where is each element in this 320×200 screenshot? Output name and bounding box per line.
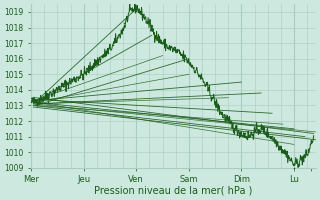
Point [209, 97, 214, 100]
Point [220, 115, 225, 118]
Point [188, 64, 193, 67]
Point [51, 90, 56, 93]
Point [242, 131, 247, 134]
Point [259, 126, 264, 130]
Point [116, 32, 121, 35]
Point [122, 22, 127, 25]
Point [308, 142, 313, 145]
Point [275, 144, 280, 147]
Point [165, 46, 171, 49]
Point [253, 130, 258, 133]
Point [127, 0, 132, 3]
Point [182, 59, 187, 63]
Point [231, 128, 236, 131]
Point [94, 61, 100, 65]
Point [72, 78, 77, 81]
Point [236, 134, 242, 137]
Point [171, 46, 176, 49]
Point [78, 76, 83, 79]
Point [155, 37, 160, 40]
Point [105, 52, 110, 55]
Point [67, 79, 72, 82]
Point [28, 97, 34, 100]
Point [89, 66, 94, 70]
Point [286, 155, 291, 158]
Point [111, 44, 116, 47]
Point [176, 50, 181, 53]
Point [138, 9, 143, 13]
Point [198, 76, 204, 79]
Point [226, 116, 231, 119]
Point [292, 166, 297, 169]
Point [280, 150, 285, 153]
Point [264, 134, 269, 137]
Point [160, 41, 165, 44]
Point [100, 53, 105, 56]
Point [302, 154, 308, 158]
Point [132, 8, 138, 11]
Point [40, 101, 45, 105]
Point [269, 134, 275, 138]
Point [193, 70, 198, 73]
Point [45, 100, 50, 103]
Point [144, 21, 149, 24]
Point [56, 87, 61, 90]
X-axis label: Pression niveau de la mer( hPa ): Pression niveau de la mer( hPa ) [94, 186, 253, 196]
Point [84, 72, 89, 76]
Point [215, 104, 220, 107]
Point [297, 163, 302, 166]
Point [149, 25, 154, 28]
Point [248, 134, 253, 137]
Point [204, 82, 209, 85]
Point [61, 84, 67, 88]
Point [34, 100, 39, 103]
